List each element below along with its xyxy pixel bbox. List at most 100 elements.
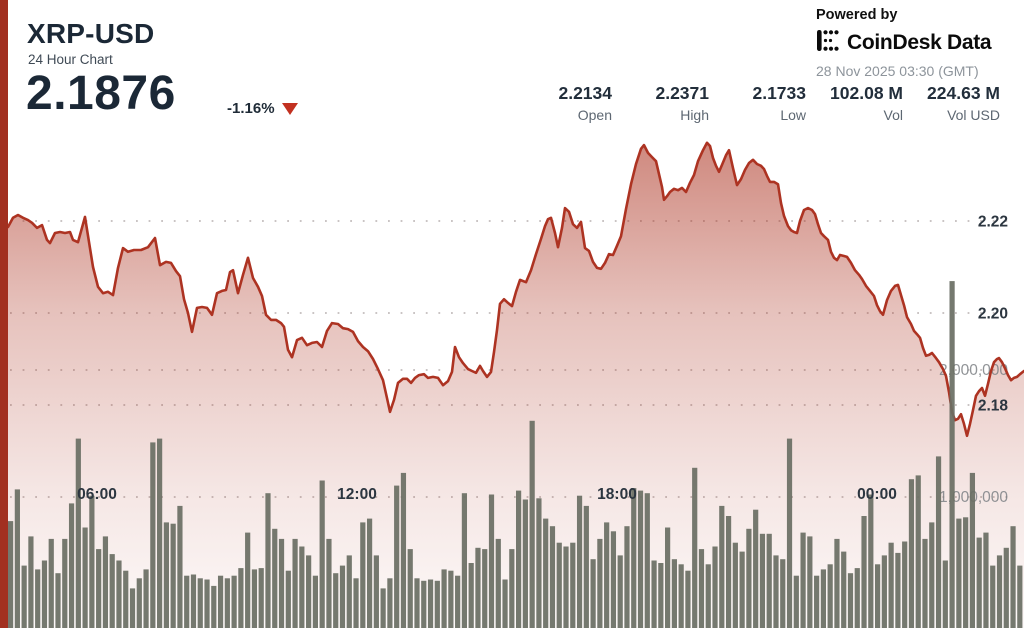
volume-bar: [692, 467, 698, 628]
volume-bar: [996, 555, 1003, 628]
volume-tick-label: 2,000,000: [939, 362, 1008, 379]
volume-bar: [949, 281, 955, 628]
volume-bar: [583, 505, 589, 628]
time-tick-label: 06:00: [77, 486, 117, 503]
volume-bar: [773, 555, 779, 628]
volume-bar: [360, 522, 366, 628]
stat-high: 2.2371 High: [612, 83, 709, 123]
high-value: 2.2371: [655, 83, 709, 103]
volume-bar: [41, 560, 48, 628]
volume-bar: [604, 522, 610, 628]
vol-usd-value: 224.63 M: [927, 83, 1000, 103]
left-accent-strip: [0, 0, 8, 628]
volume-bar: [414, 578, 420, 628]
volume-bar: [617, 555, 623, 628]
volume-bar: [854, 568, 860, 628]
volume-bar: [766, 533, 772, 628]
down-triangle-icon: [281, 102, 298, 115]
price-tick-label: 2.18: [978, 398, 1009, 415]
volume-bar: [516, 490, 522, 628]
volume-bar: [861, 516, 867, 628]
volume-bar: [793, 575, 799, 628]
volume-bar: [102, 536, 109, 628]
low-label: Low: [780, 107, 806, 123]
volume-bar: [814, 575, 820, 628]
volume-bar: [68, 503, 75, 628]
volume-bar: [847, 573, 854, 628]
volume-bar: [563, 546, 569, 628]
open-value: 2.2134: [558, 83, 612, 103]
volume-bar: [170, 523, 176, 628]
volume-bar: [874, 564, 881, 628]
volume-bar: [407, 549, 413, 628]
volume-bar: [448, 570, 454, 628]
volume-bar: [21, 565, 27, 628]
volume-bar: [190, 574, 197, 628]
powered-by-label: Powered by: [816, 7, 898, 23]
volume-bar: [922, 538, 928, 628]
volume-bar: [96, 549, 102, 628]
volume-bar: [394, 485, 400, 628]
volume-bar: [373, 555, 379, 628]
volume-bar: [238, 568, 244, 628]
volume-bar: [502, 579, 508, 628]
volume-bar: [610, 531, 617, 628]
volume-bar: [245, 532, 251, 628]
volume-bar: [725, 516, 732, 628]
volume-bar: [441, 569, 447, 628]
volume-bar: [698, 549, 705, 628]
volume-bar: [800, 532, 806, 628]
volume-bar: [732, 542, 738, 628]
volume-bar: [129, 588, 136, 628]
volume-bar: [177, 505, 183, 628]
volume-bar: [278, 538, 285, 628]
volume-bar: [461, 493, 468, 628]
ohlc-stats-row: 2.2134 Open 2.2371 High 2.1733 Low 102.0…: [515, 83, 1000, 123]
volume-bar: [590, 559, 596, 628]
volume-bar: [651, 560, 657, 628]
volume-bar: [915, 475, 921, 628]
low-value: 2.1733: [752, 83, 806, 103]
volume-bar: [719, 505, 725, 628]
volume-bar: [62, 538, 68, 628]
stat-vol-usd: 224.63 M Vol USD: [903, 83, 1000, 123]
volume-bar: [488, 494, 495, 628]
time-tick-label: 12:00: [337, 486, 377, 503]
volume-bar: [224, 578, 230, 628]
volume-bar: [136, 578, 142, 628]
volume-bar: [346, 555, 352, 628]
volume-bar: [109, 554, 115, 628]
volume-bar: [204, 579, 210, 628]
volume-bar: [549, 526, 556, 628]
time-tick-label: 18:00: [597, 486, 637, 503]
stat-open: 2.2134 Open: [515, 83, 612, 123]
volume-bar: [495, 538, 501, 628]
volume-bar: [536, 498, 542, 628]
volume-bar: [285, 570, 291, 628]
price-area-fill: [8, 142, 1024, 628]
volume-bar: [807, 536, 813, 628]
volume-bar: [326, 538, 332, 628]
volume-bar: [14, 489, 20, 628]
volume-bar: [786, 438, 793, 628]
volume-bar: [197, 578, 203, 628]
high-label: High: [680, 107, 709, 123]
volume-bar: [990, 565, 996, 628]
pair-title: XRP-USD: [27, 18, 155, 49]
volume-bar: [482, 549, 488, 628]
volume-bar: [1017, 565, 1023, 628]
volume-bar: [319, 480, 325, 628]
volume-bar: [509, 549, 515, 628]
volume-bar: [881, 555, 887, 628]
volume-bar: [292, 538, 298, 628]
volume-bar: [475, 547, 481, 628]
volume-bar: [143, 569, 149, 628]
volume-bar: [868, 494, 874, 628]
volume-bar: [312, 575, 318, 628]
price-tick-label: 2.20: [978, 306, 1008, 323]
volume-bar: [834, 538, 840, 628]
volume-bars: [8, 281, 1023, 628]
time-tick-label: 00:00: [857, 486, 897, 503]
volume-bar: [827, 564, 833, 628]
